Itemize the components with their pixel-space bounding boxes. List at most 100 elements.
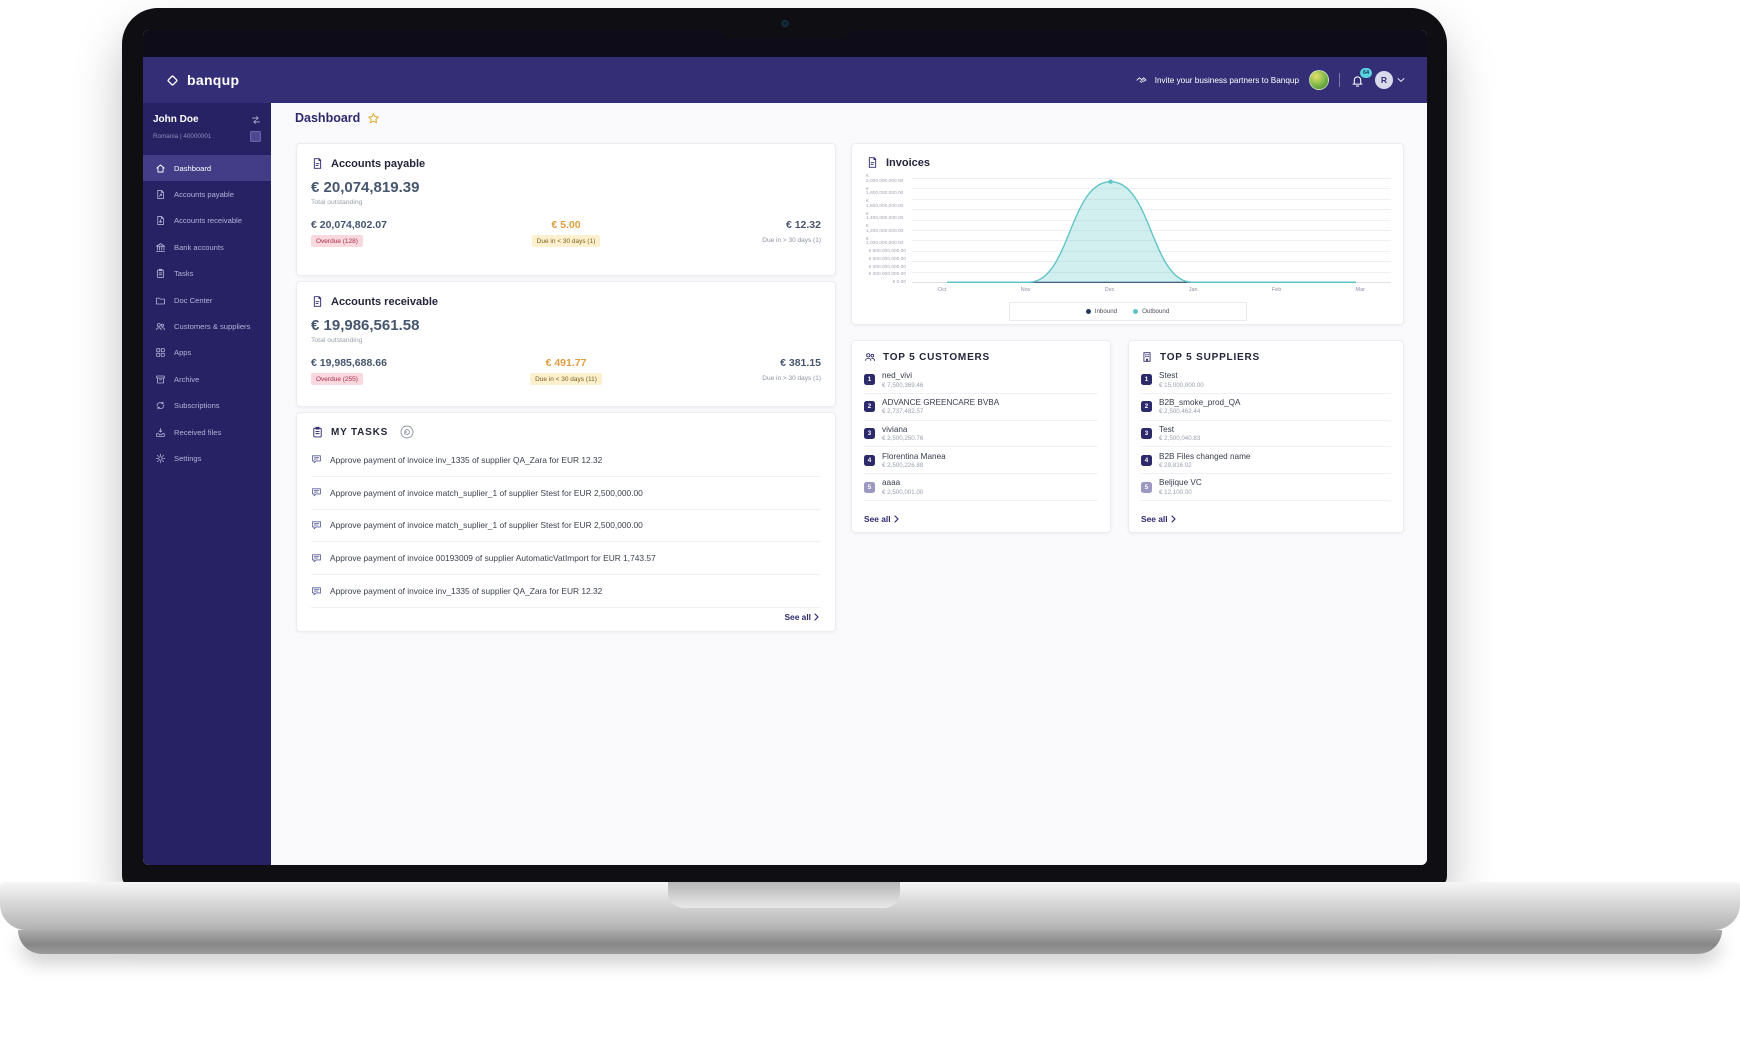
payable-overdue-column: € 20,074,802.07 Overdue (128) [311, 219, 481, 247]
receivable-total-amount: € 19,986,561.58 [311, 317, 420, 334]
customer-row[interactable]: 2 ADVANCE GREENCARE BVBA € 2,737,482.57 [864, 394, 1098, 421]
sidebar-item-settings[interactable]: Settings [143, 445, 271, 471]
bell-icon [1352, 75, 1363, 87]
task-item[interactable]: Approve payment of invoice inv_1335 of s… [311, 575, 821, 608]
rank-badge: 5 [1141, 481, 1152, 493]
comment-icon [312, 554, 321, 562]
accounts-payable-card: Accounts payable € 20,074,819.39 Total o… [296, 143, 836, 276]
sidebar-item-dashboard[interactable]: Dashboard [143, 155, 271, 182]
gear-icon [155, 453, 166, 464]
customer-row[interactable]: 1 ned_vivi € 7,500,369.46 [864, 367, 1098, 394]
overdue-badge: Overdue (255) [311, 373, 363, 385]
rank-badge: 1 [1141, 374, 1152, 386]
my-tasks-card: MY TASKS Approve payment of invoice inv_… [296, 412, 836, 632]
user-name: John Doe [153, 114, 199, 125]
sidebar-item-subscriptions[interactable]: Subscriptions [143, 393, 271, 419]
sidebar-item-archive[interactable]: Archive [143, 366, 271, 392]
refresh-tasks-button[interactable] [400, 425, 414, 439]
user-menu[interactable]: R [1375, 71, 1405, 89]
tasks-see-all-link[interactable]: See all [784, 612, 819, 622]
supplier-row[interactable]: 3 Test € 2,500,040.83 [1141, 421, 1391, 448]
people-icon [156, 323, 165, 331]
sidebar-item-received-files[interactable]: Received files [143, 419, 271, 445]
sidebar-item-doc-center[interactable]: Doc Center [143, 287, 271, 313]
card-title: Invoices [886, 156, 931, 169]
laptop-screen: banqup Invite your business partners to … [143, 30, 1427, 865]
overdue-badge: Overdue (128) [311, 235, 363, 247]
series-line-1 [946, 180, 1356, 283]
sidebar-item-accounts-payable[interactable]: Accounts payable [143, 181, 271, 207]
main-content: Dashboard Accounts payable € 20,074,819.… [271, 103, 1427, 865]
brand-logo[interactable]: banqup [165, 72, 239, 88]
comment-icon [312, 586, 321, 595]
brand-name: banqup [187, 72, 240, 88]
overdue-amount: € 19,985,688.66 [311, 357, 387, 369]
task-item[interactable]: Approve payment of invoice 00193009 of s… [311, 542, 821, 576]
sidebar-item-customers-suppliers[interactable]: Customers & suppliers [143, 313, 271, 339]
account-badge[interactable] [250, 131, 261, 142]
clipboard-icon [156, 269, 165, 279]
task-item[interactable]: Approve payment of invoice match_suplier… [311, 477, 821, 510]
comment-icon [312, 521, 321, 530]
customer-row[interactable]: 4 Florentina Manea € 2,500,226.88 [864, 447, 1098, 475]
notifications-button[interactable]: 64 [1350, 67, 1372, 88]
top-suppliers-card: TOP 5 SUPPLIERS 1 Stest € 15,000,000.00 2… [1128, 340, 1404, 533]
due-soon-badge: Due in < 30 days (1) [531, 235, 601, 247]
chevron-right-icon [1170, 515, 1176, 523]
outbound-dot [1133, 309, 1139, 314]
topbar: banqup Invite your business partners to … [143, 57, 1427, 103]
supplier-row[interactable]: 4 B2B Files changed name € 29,816.02 [1141, 447, 1391, 475]
tasks-clipboard-icon [313, 426, 322, 437]
customer-row[interactable]: 5 aaaa € 2,500,001.00 [864, 474, 1098, 501]
due-soon-badge: Due in < 30 days (11) [530, 373, 602, 385]
banqup-logo-icon [167, 75, 178, 85]
payable-due-soon-column: € 5.00 Due in < 30 days (1) [481, 219, 651, 247]
rank-badge: 2 [1141, 401, 1152, 413]
invoice-document-icon [313, 158, 322, 169]
account-meta: Romania | 40000001 [153, 133, 212, 140]
card-title: TOP 5 SUPPLIERS [1160, 351, 1260, 363]
customers-list: 1 ned_vivi € 7,500,369.46 2 ADVANCE GREEN… [864, 367, 1098, 501]
customers-people-icon [865, 353, 875, 362]
favorite-star-icon[interactable] [367, 112, 380, 125]
partner-avatar[interactable] [1309, 70, 1329, 90]
due-later-amount: € 381.15 [780, 357, 821, 369]
suppliers-see-all-link[interactable]: See all [1141, 514, 1176, 524]
switch-account-icon[interactable] [251, 115, 261, 125]
rank-badge: 1 [864, 374, 875, 386]
invite-label: Invite your business partners to Banqup [1154, 75, 1299, 85]
supplier-row[interactable]: 2 B2B_smoke_prod_QA € 2,500,462.44 [1141, 394, 1391, 421]
peak-marker-dot [1108, 179, 1113, 184]
sidebar-item-bank-accounts[interactable]: Bank accounts [143, 234, 271, 260]
invoices-chart-svg [946, 179, 1356, 283]
task-item[interactable]: Approve payment of invoice inv_1335 of s… [311, 444, 821, 477]
payable-total-amount: € 20,074,819.39 [311, 179, 420, 196]
rank-badge: 5 [864, 481, 875, 493]
receivable-overdue-column: € 19,985,688.66 Overdue (255) [311, 357, 481, 385]
task-item[interactable]: Approve payment of invoice match_suplier… [311, 510, 821, 543]
receivable-due-later-column: € 381.15 Due in > 30 days (1) [651, 357, 821, 385]
invoices-x-axis: Oct Nov Dec Jan Feb Mar [938, 287, 1365, 293]
supplier-row[interactable]: 5 Beljique VC € 12,100.00 [1141, 474, 1391, 501]
invite-partners-link[interactable]: Invite your business partners to Banqup [1136, 75, 1299, 85]
laptop-base [0, 882, 1740, 930]
accounts-receivable-card: Accounts receivable € 19,986,561.58 Tota… [296, 281, 836, 407]
sidebar-item-apps[interactable]: Apps [143, 340, 271, 366]
topbar-divider [1339, 73, 1340, 87]
customer-row[interactable]: 3 viviana € 2,500,250.76 [864, 421, 1098, 448]
top-customers-card: TOP 5 CUSTOMERS 1 ned_vivi € 7,500,369.46… [851, 340, 1111, 533]
customers-see-all-link[interactable]: See all [864, 514, 899, 524]
invoices-card: Invoices € 2,000,000,000.00 € 1,800,000,0… [851, 143, 1404, 325]
sidebar-item-accounts-receivable[interactable]: Accounts receivable [143, 208, 271, 234]
chevron-right-icon [814, 613, 819, 621]
legend-item-outbound[interactable]: Outbound [1133, 308, 1169, 315]
invoices-y-axis: € 2,000,000,000.00 € 1,800,000,000.00 € 1,… [866, 174, 906, 286]
suppliers-list: 1 Stest € 15,000,000.00 2 B2B_smoke_prod_… [1141, 367, 1391, 501]
home-icon [156, 164, 165, 173]
apps-grid-icon [156, 348, 165, 358]
card-title: TOP 5 CUSTOMERS [883, 351, 991, 363]
sidebar-item-tasks[interactable]: Tasks [143, 261, 271, 287]
legend-item-inbound[interactable]: Inbound [1085, 308, 1117, 315]
supplier-row[interactable]: 1 Stest € 15,000,000.00 [1141, 367, 1391, 394]
due-soon-amount: € 5.00 [551, 219, 581, 231]
